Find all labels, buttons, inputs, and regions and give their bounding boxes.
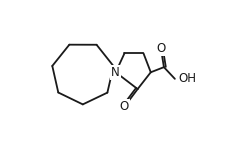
Text: OH: OH xyxy=(178,72,196,85)
Text: O: O xyxy=(156,42,165,55)
Text: N: N xyxy=(111,66,120,79)
Text: O: O xyxy=(119,100,128,113)
